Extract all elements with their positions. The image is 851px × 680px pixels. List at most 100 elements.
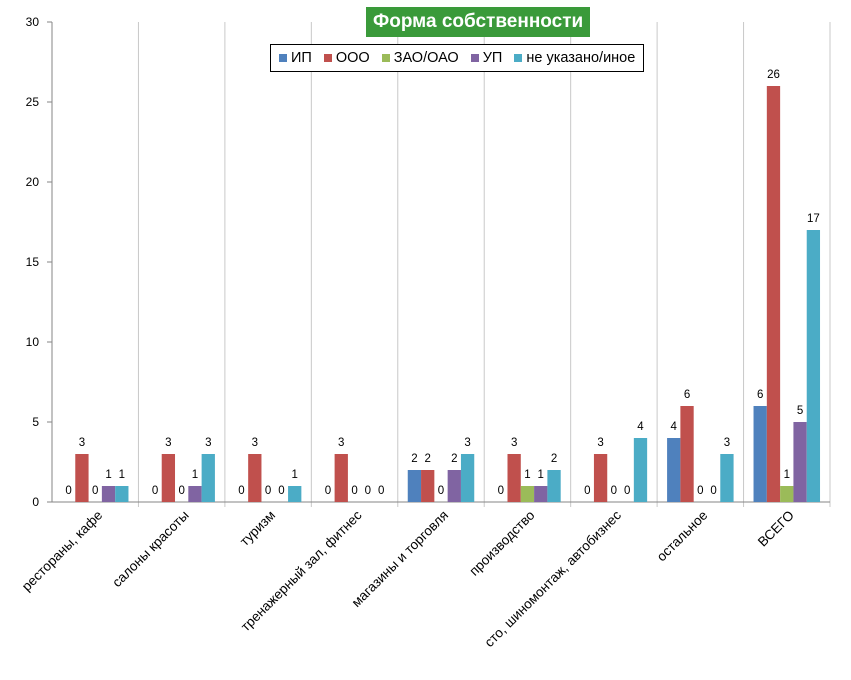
x-tick-label: рестораны, кафе bbox=[19, 508, 105, 594]
data-label: 3 bbox=[597, 437, 603, 449]
legend-item: не указано/иное bbox=[514, 50, 635, 66]
y-tick-label: 20 bbox=[26, 175, 40, 189]
legend-item: ИП bbox=[279, 50, 312, 66]
bar bbox=[507, 454, 521, 502]
bar bbox=[680, 406, 694, 502]
bar bbox=[547, 470, 561, 502]
data-label: 0 bbox=[624, 485, 630, 497]
bar bbox=[161, 454, 176, 502]
data-label: 6 bbox=[757, 389, 763, 401]
data-label: 26 bbox=[767, 69, 780, 81]
data-label: 3 bbox=[338, 437, 344, 449]
bar bbox=[593, 454, 608, 502]
y-tick-label: 15 bbox=[26, 255, 40, 269]
data-label: 0 bbox=[92, 485, 98, 497]
data-label: 2 bbox=[551, 453, 557, 465]
x-tick-label: туризм bbox=[237, 508, 278, 549]
data-label: 3 bbox=[79, 437, 85, 449]
data-label: 4 bbox=[637, 421, 644, 433]
data-label: 17 bbox=[807, 213, 820, 225]
y-tick-label: 5 bbox=[32, 415, 39, 429]
data-label: 0 bbox=[611, 485, 617, 497]
y-tick-label: 10 bbox=[26, 335, 40, 349]
y-tick-label: 0 bbox=[32, 495, 39, 509]
x-tick-label: салоны красоты bbox=[109, 508, 191, 590]
bar bbox=[753, 406, 767, 502]
data-label: 0 bbox=[378, 485, 384, 497]
bar bbox=[407, 470, 422, 502]
data-label: 1 bbox=[784, 469, 790, 481]
y-tick-label: 25 bbox=[26, 95, 40, 109]
bar bbox=[667, 438, 681, 502]
bar bbox=[633, 438, 648, 502]
data-label: 1 bbox=[538, 469, 544, 481]
legend-item: ООО bbox=[323, 50, 370, 66]
data-label: 0 bbox=[584, 485, 590, 497]
x-tick-label: остальное bbox=[654, 508, 711, 565]
bar bbox=[766, 86, 781, 502]
data-label: 0 bbox=[65, 485, 71, 497]
data-label: 0 bbox=[265, 485, 271, 497]
data-label: 0 bbox=[365, 485, 371, 497]
bar bbox=[447, 470, 461, 502]
data-label: 1 bbox=[119, 469, 125, 481]
data-label: 3 bbox=[205, 437, 211, 449]
bar bbox=[460, 454, 475, 502]
data-label: 5 bbox=[797, 405, 803, 417]
bar bbox=[248, 454, 262, 502]
x-tick-label: сто, шиномонтаж, автобизнес bbox=[481, 507, 624, 650]
data-label: 3 bbox=[252, 437, 258, 449]
bar bbox=[115, 486, 129, 502]
data-label: 1 bbox=[524, 469, 530, 481]
data-label: 4 bbox=[671, 421, 678, 433]
data-label: 0 bbox=[238, 485, 244, 497]
x-tick-label: производство bbox=[466, 508, 537, 579]
bar bbox=[534, 486, 548, 502]
bar bbox=[288, 486, 302, 502]
x-tick-label: ВСЕГО bbox=[755, 508, 797, 550]
legend-label: УП bbox=[482, 50, 503, 66]
chart-legend: ИП ООО ЗАО/ОАО УП не указано/иное bbox=[270, 44, 645, 72]
data-label: 2 bbox=[424, 453, 430, 465]
data-label: 1 bbox=[292, 469, 298, 481]
legend-swatch bbox=[381, 54, 390, 62]
data-label: 0 bbox=[351, 485, 357, 497]
data-label: 6 bbox=[684, 389, 690, 401]
data-label: 1 bbox=[192, 469, 198, 481]
data-label: 3 bbox=[511, 437, 517, 449]
legend-label: ЗАО/ОАО bbox=[393, 50, 459, 66]
legend-label: ИП bbox=[291, 50, 312, 66]
legend-label: не указано/иное bbox=[526, 50, 636, 66]
data-label: 0 bbox=[178, 485, 184, 497]
data-label: 0 bbox=[438, 485, 444, 497]
bar bbox=[188, 486, 202, 502]
bar bbox=[334, 454, 348, 502]
legend-item: ЗАО/ОАО bbox=[381, 50, 459, 66]
data-label: 1 bbox=[105, 469, 111, 481]
data-label: 2 bbox=[411, 453, 417, 465]
bar bbox=[780, 486, 794, 502]
data-label: 3 bbox=[165, 437, 171, 449]
data-label: 3 bbox=[464, 437, 470, 449]
bar bbox=[101, 486, 116, 502]
data-label: 0 bbox=[325, 485, 331, 497]
bar bbox=[201, 454, 215, 502]
bar bbox=[793, 422, 807, 502]
data-label: 0 bbox=[710, 485, 716, 497]
data-label: 0 bbox=[278, 485, 284, 497]
bar bbox=[806, 230, 821, 502]
bar bbox=[75, 454, 89, 502]
legend-swatch bbox=[323, 54, 332, 62]
legend-swatch bbox=[470, 54, 479, 62]
legend-swatch bbox=[279, 54, 287, 62]
data-label: 3 bbox=[724, 437, 730, 449]
legend-swatch bbox=[514, 54, 523, 62]
legend-item: УП bbox=[470, 50, 503, 66]
data-label: 0 bbox=[498, 485, 504, 497]
y-tick-label: 30 bbox=[26, 15, 40, 29]
bar bbox=[520, 486, 535, 502]
legend-label: ООО bbox=[335, 50, 370, 66]
data-label: 2 bbox=[451, 453, 457, 465]
